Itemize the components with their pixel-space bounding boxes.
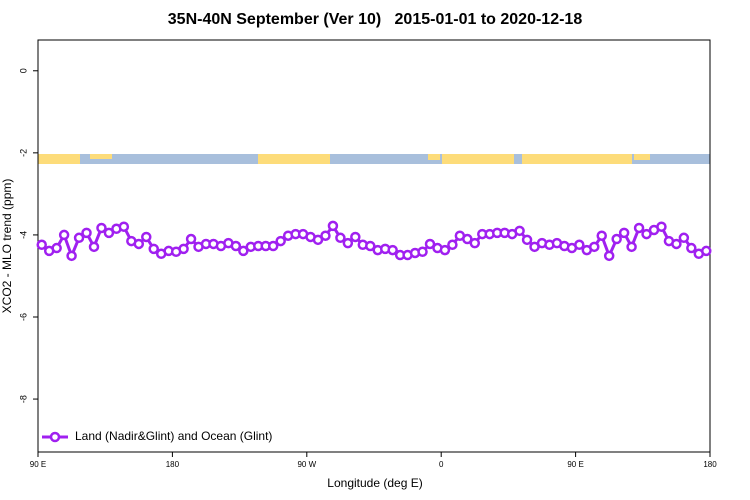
y-tick-label: -6 [18, 313, 28, 321]
point [88, 241, 100, 253]
land-band [258, 154, 330, 164]
y-tick-label: -8 [18, 395, 28, 403]
point [611, 233, 622, 245]
land-band [634, 154, 650, 160]
y-axis-label: XCO2 - MLO trend (ppm) [0, 179, 14, 314]
point [439, 244, 451, 256]
point [574, 239, 585, 251]
point [342, 237, 354, 249]
point [671, 238, 682, 250]
point [424, 238, 436, 250]
point [701, 245, 712, 257]
point [618, 227, 630, 239]
x-tick-label: 90 W [297, 460, 316, 469]
legend-label: Land (Nadir&Glint) and Ocean (Glint) [75, 429, 272, 443]
point [275, 235, 286, 247]
land-band [428, 154, 440, 160]
point [686, 242, 697, 254]
x-tick-label: 0 [439, 460, 444, 469]
point [118, 221, 130, 232]
point [133, 238, 145, 250]
point [350, 231, 361, 243]
chart-title: 35N-40N September (Ver 10) 2015-01-01 to… [168, 11, 583, 28]
x-axis-label: Longitude (deg E) [327, 476, 422, 490]
point [641, 228, 652, 240]
land-band [38, 154, 80, 164]
point [678, 232, 690, 244]
point [238, 245, 249, 257]
point [596, 230, 607, 241]
x-tick-label: 180 [703, 460, 717, 469]
point [66, 250, 77, 262]
legend: Land (Nadir&Glint) and Ocean (Glint) [42, 429, 272, 443]
point [633, 222, 645, 234]
land-ocean-strip [38, 154, 710, 164]
point [312, 234, 324, 246]
point [335, 232, 346, 244]
x-tick-label: 90 E [30, 460, 46, 469]
point [141, 231, 152, 243]
legend-marker [49, 431, 61, 443]
point [365, 240, 376, 252]
point [96, 222, 107, 234]
point [589, 241, 600, 253]
point [51, 242, 62, 254]
land-band [90, 154, 112, 159]
land-band [442, 154, 514, 164]
point [514, 225, 525, 237]
point [417, 246, 428, 257]
point [387, 244, 398, 256]
land-band [522, 154, 632, 164]
point [327, 220, 339, 232]
point [178, 243, 189, 255]
x-tick-label: 90 E [567, 460, 583, 469]
y-tick-label: -4 [18, 231, 28, 239]
point [320, 230, 331, 241]
point [603, 250, 615, 262]
point [521, 234, 533, 246]
point [103, 227, 115, 239]
y-tick-label: 0 [18, 68, 28, 73]
point [81, 227, 92, 239]
point [267, 240, 279, 252]
point [656, 221, 667, 232]
point [148, 243, 159, 255]
point [58, 229, 70, 241]
x-tick-label: 180 [166, 460, 180, 469]
point [230, 240, 242, 252]
point [447, 239, 458, 251]
point [73, 232, 85, 244]
point [626, 241, 637, 253]
ocean-band [38, 154, 710, 164]
y-tick-label: -2 [18, 149, 28, 157]
point [36, 239, 47, 251]
point [469, 237, 481, 249]
point [185, 233, 197, 245]
point [462, 233, 473, 245]
